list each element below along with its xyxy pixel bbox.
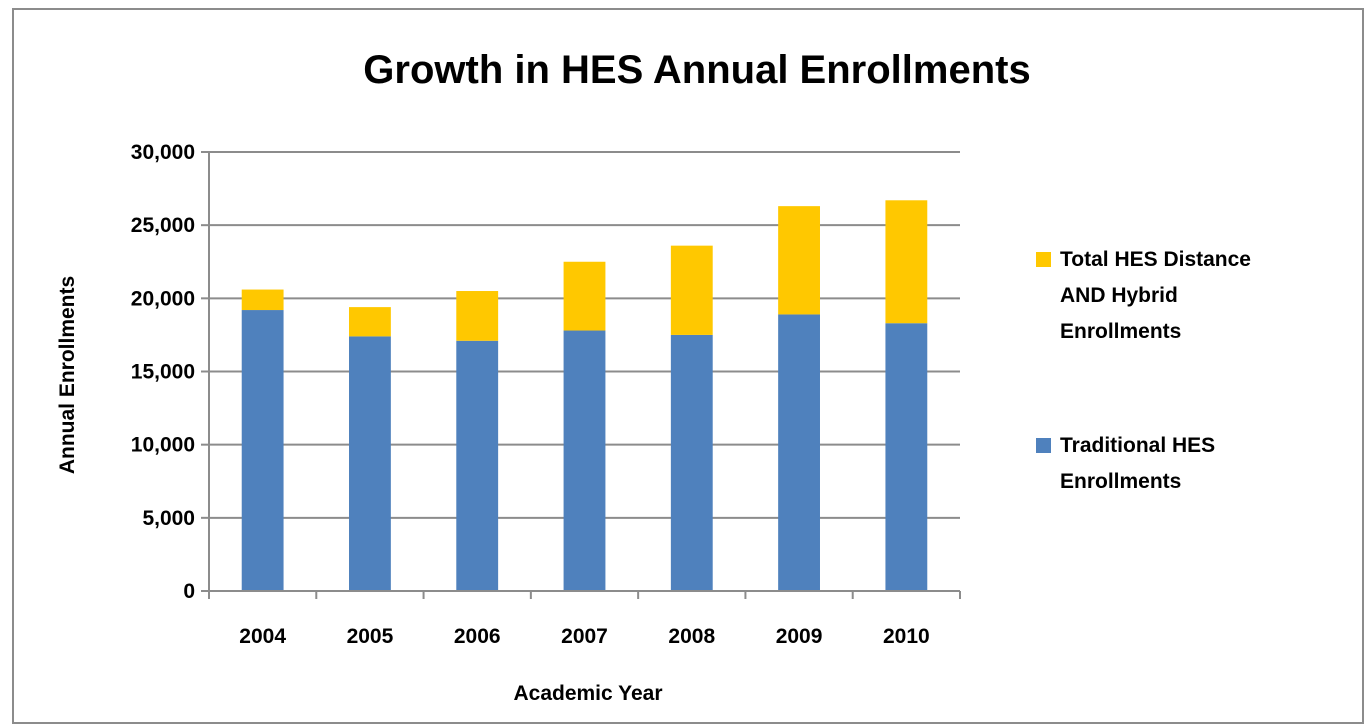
bar-distance-hybrid-2010 xyxy=(885,200,928,324)
x-axis-title: Academic Year xyxy=(513,682,662,705)
legend-label-distance-hybrid: AND Hybrid xyxy=(1060,284,1178,307)
y-tick-label: 20,000 xyxy=(131,287,195,310)
y-tick-label: 5,000 xyxy=(142,507,195,530)
legend-label-distance-hybrid: Enrollments xyxy=(1060,320,1181,343)
bar-traditional-2008 xyxy=(670,334,713,591)
x-tick-labels: 2004 2005 2006 2007 2008 2009 2010 xyxy=(239,625,929,648)
chart-title: Growth in HES Annual Enrollments xyxy=(363,48,1030,92)
x-tick-label-2006: 2006 xyxy=(454,625,501,648)
bar-traditional-2004 xyxy=(241,310,284,591)
y-tick-label: 30,000 xyxy=(131,141,195,164)
legend-label-traditional: Traditional HES xyxy=(1060,434,1215,457)
y-tick-label: 10,000 xyxy=(131,434,195,457)
x-tick-label-2005: 2005 xyxy=(347,625,394,648)
axes xyxy=(201,151,961,599)
y-tick-label: 15,000 xyxy=(131,361,195,384)
y-tick-labels: 0 5,000 10,000 15,000 20,000 25,000 30,000 xyxy=(131,141,195,603)
x-tick-label-2010: 2010 xyxy=(883,625,930,648)
bars xyxy=(241,200,928,591)
bar-distance-hybrid-2008 xyxy=(670,245,713,335)
legend-label-traditional: Enrollments xyxy=(1060,470,1181,493)
x-tick-label-2008: 2008 xyxy=(668,625,715,648)
x-tick-label-2004: 2004 xyxy=(239,625,286,648)
x-tick-label-2007: 2007 xyxy=(561,625,608,648)
y-axis-title: Annual Enrollments xyxy=(56,276,79,474)
bar-traditional-2006 xyxy=(456,340,499,591)
bar-distance-hybrid-2004 xyxy=(241,289,284,311)
bar-distance-hybrid-2007 xyxy=(563,261,606,331)
y-tick-label: 25,000 xyxy=(131,214,195,237)
chart-svg: Growth in HES Annual Enrollments 0 5,000 1… xyxy=(56,48,1251,705)
bar-traditional-2007 xyxy=(563,330,606,591)
bar-distance-hybrid-2005 xyxy=(349,307,391,337)
bar-traditional-2009 xyxy=(778,314,820,591)
legend-swatch-traditional xyxy=(1036,438,1051,453)
bar-distance-hybrid-2006 xyxy=(456,291,499,341)
x-tick-label-2009: 2009 xyxy=(776,625,823,648)
legend-label-distance-hybrid: Total HES Distance xyxy=(1060,248,1251,271)
bar-traditional-2010 xyxy=(885,323,928,591)
y-tick-label: 0 xyxy=(183,580,195,603)
chart-frame: Growth in HES Annual Enrollments 0 5,000 1… xyxy=(12,8,1364,724)
legend: Total HES Distance AND Hybrid Enrollments T… xyxy=(1036,248,1251,493)
bar-traditional-2005 xyxy=(349,336,391,591)
legend-swatch-distance-hybrid xyxy=(1036,252,1051,267)
bar-distance-hybrid-2009 xyxy=(778,206,820,315)
